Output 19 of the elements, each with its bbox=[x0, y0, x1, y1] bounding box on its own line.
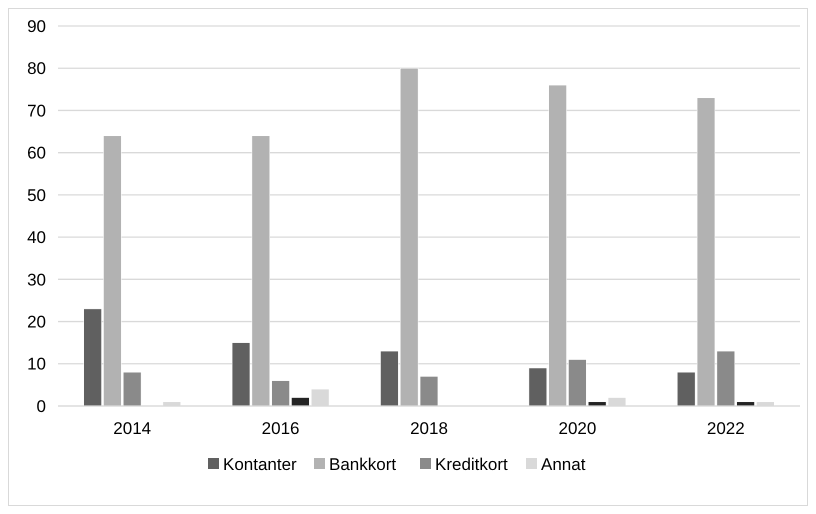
x-tick-label: 2022 bbox=[706, 419, 745, 438]
x-tick-label: 2016 bbox=[262, 419, 300, 438]
y-tick-label: 10 bbox=[27, 354, 46, 374]
y-tick-label: 90 bbox=[27, 16, 46, 36]
y-tick-label: 50 bbox=[27, 186, 46, 205]
y-tick-label: 30 bbox=[27, 270, 46, 290]
x-tick-label: 2018 bbox=[410, 419, 448, 438]
legend-label: Kontanter bbox=[223, 454, 298, 474]
legend-label: Kreditkort bbox=[435, 454, 508, 474]
x-tick-label: 2014 bbox=[113, 419, 152, 438]
y-tick-label: 80 bbox=[27, 59, 46, 78]
x-tick-label: 2020 bbox=[558, 419, 596, 438]
y-tick-label: 60 bbox=[27, 144, 46, 163]
y-tick-label: 20 bbox=[27, 312, 46, 332]
y-tick-label: 70 bbox=[27, 101, 46, 120]
legend-label: Bankkort bbox=[329, 454, 396, 474]
legend-label: Annat bbox=[541, 454, 586, 474]
y-tick-label: 0 bbox=[36, 396, 46, 416]
y-tick-label: 40 bbox=[27, 228, 46, 248]
